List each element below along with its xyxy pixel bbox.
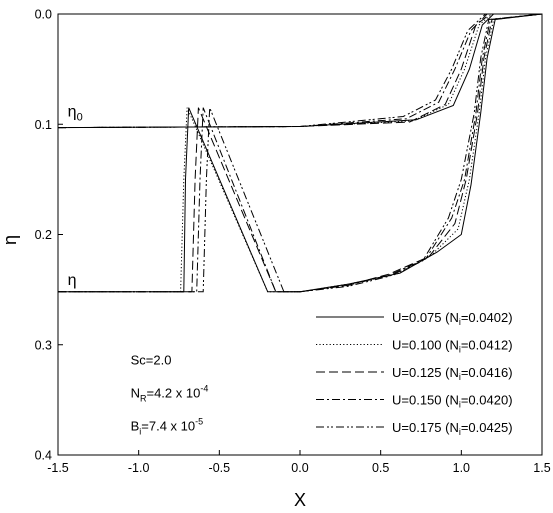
legend-text: =0.0402) bbox=[461, 310, 513, 325]
y-tick-label: 0.2 bbox=[35, 228, 52, 242]
x-tick-label: -0.5 bbox=[209, 461, 231, 475]
annotation-text: =4.2 x 10 bbox=[146, 386, 200, 401]
series-line-3-eta bbox=[58, 13, 543, 293]
legend-text: U=0.125 (N bbox=[392, 365, 459, 380]
legend-text: =0.0420) bbox=[461, 393, 513, 408]
annotation-superscript: -5 bbox=[195, 417, 203, 427]
annotation-text: =7.4 x 10 bbox=[141, 419, 195, 434]
legend-text: =0.0412) bbox=[461, 338, 513, 353]
x-tick-label: -1.5 bbox=[47, 461, 69, 475]
legend-text: =0.0425) bbox=[461, 420, 513, 435]
legend-label-1: U=0.075 (Ni=0.0402) bbox=[392, 310, 513, 327]
y-tick-label: 0.1 bbox=[35, 118, 52, 132]
annotation-main: η bbox=[68, 272, 77, 289]
legend-text: U=0.075 (N bbox=[392, 310, 459, 325]
series-line-4-eta0 bbox=[57, 13, 542, 129]
series-line-4-eta bbox=[58, 13, 543, 293]
legend-label-4: U=0.150 (Ni=0.0420) bbox=[392, 393, 513, 410]
y-axis-label: η bbox=[0, 235, 20, 245]
legend-label-2: U=0.100 (Ni=0.0412) bbox=[392, 338, 513, 355]
series-layer bbox=[57, 13, 543, 293]
x-axis: -1.5 -1.0 -0.5 0.0 0.5 1.0 1.5 bbox=[47, 450, 551, 475]
legend-subscript: i bbox=[459, 317, 461, 327]
series-line-3-eta0 bbox=[57, 13, 542, 129]
series-line-1-eta bbox=[58, 13, 543, 293]
legend-text: U=0.100 (N bbox=[392, 338, 459, 353]
annotation-subscript: R bbox=[140, 394, 147, 404]
annotation-sc: Sc=2.0 bbox=[131, 353, 172, 368]
y-tick-label: 0.3 bbox=[35, 338, 52, 352]
annotation-superscript: -4 bbox=[200, 384, 208, 394]
series-line-2-eta bbox=[58, 13, 543, 293]
legend-subscript: i bbox=[459, 345, 461, 355]
series-line-2-eta0 bbox=[57, 13, 542, 129]
annotation-eta: η bbox=[68, 272, 77, 289]
x-tick-label: 1.5 bbox=[533, 461, 550, 475]
legend-label-3: U=0.125 (Ni=0.0416) bbox=[392, 365, 513, 382]
annotation-eta0: η0 bbox=[68, 104, 83, 124]
legend-subscript: i bbox=[459, 427, 461, 437]
legend-subscript: i bbox=[459, 400, 461, 410]
y-tick-label: 0.0 bbox=[35, 8, 52, 22]
x-tick-label: 1.0 bbox=[453, 461, 470, 475]
y-axis: 0.0 0.1 0.2 0.3 0.4 bbox=[35, 8, 63, 463]
legend-text: U=0.150 (N bbox=[392, 393, 459, 408]
annotation-main: η bbox=[68, 104, 77, 121]
annotation-bi: Bi=7.4 x 10-5 bbox=[131, 417, 204, 437]
x-tick-label: 0.0 bbox=[291, 461, 308, 475]
annotation-main: Sc=2.0 bbox=[131, 353, 172, 368]
x-tick-label: -1.0 bbox=[128, 461, 150, 475]
annotation-main: N bbox=[131, 386, 140, 401]
annotation-nr: NR=4.2 x 10-4 bbox=[131, 384, 209, 404]
y-tick-label: 0.4 bbox=[35, 449, 52, 463]
legend-subscript: i bbox=[459, 372, 461, 382]
annotation-subscript: i bbox=[139, 427, 141, 437]
annotation-subscript: 0 bbox=[77, 112, 83, 124]
annotation-main: B bbox=[131, 419, 140, 434]
legend: U=0.075 (Ni=0.0402)U=0.100 (Ni=0.0412)U=… bbox=[316, 310, 513, 437]
x-tick-label: 0.5 bbox=[372, 461, 389, 475]
series-line-5-eta bbox=[58, 13, 543, 293]
legend-label-5: U=0.175 (Ni=0.0425) bbox=[392, 420, 513, 437]
x-axis-label: X bbox=[294, 490, 306, 510]
series-line-1-eta0 bbox=[57, 13, 542, 129]
legend-text: =0.0416) bbox=[461, 365, 513, 380]
series-line-5-eta0 bbox=[57, 13, 542, 129]
legend-text: U=0.175 (N bbox=[392, 420, 459, 435]
